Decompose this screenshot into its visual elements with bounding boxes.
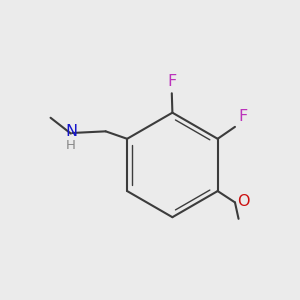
Text: O: O <box>237 194 250 209</box>
Text: N: N <box>65 124 77 139</box>
Text: F: F <box>167 74 176 89</box>
Text: F: F <box>238 109 248 124</box>
Text: H: H <box>66 139 76 152</box>
